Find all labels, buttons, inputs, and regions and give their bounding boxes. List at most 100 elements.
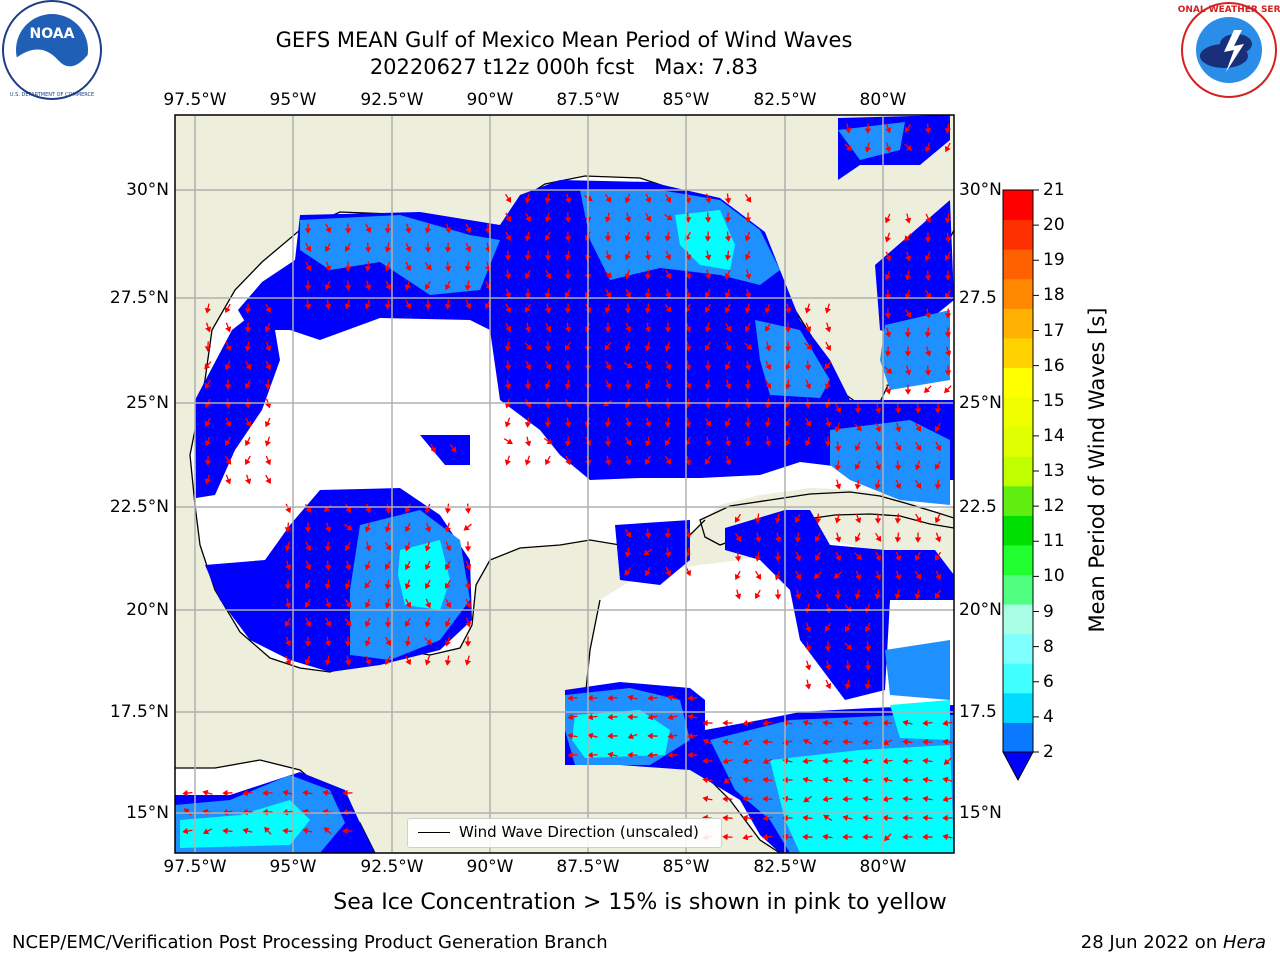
wave-direction-arrowhead — [723, 777, 730, 784]
wave-direction-arrowhead — [862, 757, 869, 765]
wave-direction-arrowhead — [687, 694, 693, 702]
wave-direction-arrowhead — [342, 827, 348, 835]
wave-direction-arrowhead — [895, 555, 902, 562]
wave-direction-arrowhead — [784, 383, 792, 390]
wave-direction-arrowhead — [922, 814, 928, 822]
wave-direction-arrowhead — [424, 304, 432, 310]
wave-direction-arrowhead — [404, 640, 412, 647]
wave-direction-arrowhead — [724, 255, 732, 261]
lat-tick-left: 22.5°N — [109, 497, 169, 517]
wave-direction-arrowhead — [742, 776, 749, 784]
wave-direction-arrowhead — [564, 236, 572, 242]
wave-direction-arrowhead — [524, 197, 532, 204]
lon-tick-top: 95°W — [269, 90, 317, 110]
lon-tick-top: 80°W — [859, 90, 907, 110]
wave-direction-arrowhead — [744, 235, 751, 242]
wave-direction-arrowhead — [804, 403, 812, 409]
wave-direction-arrowhead — [822, 795, 829, 803]
wave-direction-arrowhead — [444, 659, 452, 666]
wave-direction-arrowhead — [944, 370, 952, 376]
wave-direction-arrowhead — [665, 306, 672, 313]
wave-direction-arrowhead — [464, 508, 472, 514]
wave-direction-arrowhead — [424, 283, 431, 290]
wave-direction-arrowhead — [364, 582, 371, 589]
wave-direction-arrowhead — [864, 146, 872, 153]
wave-direction-arrowhead — [344, 583, 351, 590]
wave-direction-arrowhead — [183, 808, 190, 815]
wave-direction-arrowhead — [722, 719, 728, 727]
wave-direction-arrowhead — [525, 401, 532, 408]
wave-direction-arrowhead — [525, 344, 532, 351]
wave-direction-arrowhead — [762, 814, 769, 822]
wave-direction-arrowhead — [544, 255, 552, 261]
wave-direction-arrowhead — [935, 536, 942, 543]
wave-direction-arrowhead — [665, 292, 672, 299]
wave-direction-arrowhead — [244, 327, 252, 333]
wave-direction-arrowhead — [587, 751, 593, 759]
lon-tick-top: 82.5°W — [753, 90, 817, 110]
wave-direction-arrowhead — [587, 713, 594, 721]
wave-direction-arrowhead — [604, 216, 611, 223]
wave-direction-arrowhead — [304, 641, 312, 647]
wave-direction-arrowhead — [925, 292, 932, 299]
wave-direction-arrowhead — [643, 549, 650, 556]
wave-direction-arrowhead — [702, 719, 708, 727]
wave-direction-arrowhead — [814, 518, 822, 524]
lat-tick-right: 30°N — [959, 180, 1002, 200]
wave-direction-arrowhead — [625, 421, 632, 428]
colorbar-band — [1003, 367, 1033, 398]
wave-direction-arrowhead — [606, 271, 613, 278]
wave-direction-arrowhead — [324, 245, 331, 253]
wave-direction-arrowhead — [625, 439, 632, 446]
wave-direction-arrowhead — [587, 694, 593, 702]
wave-direction-arrowhead — [624, 197, 631, 204]
wave-direction-arrowhead — [627, 733, 634, 740]
wave-direction-arrowhead — [524, 422, 532, 428]
wave-direction-arrowhead — [384, 526, 392, 533]
wave-direction-arrowhead — [222, 789, 228, 797]
wave-direction-arrowhead — [424, 247, 432, 253]
wave-direction-arrowhead — [814, 554, 821, 562]
lon-tick-top: 90°W — [466, 90, 514, 110]
graticule — [175, 115, 954, 853]
wave-direction-arrowhead — [944, 313, 952, 319]
wave-direction-arrowhead — [604, 236, 612, 242]
wave-direction-arrowhead — [835, 555, 842, 562]
wave-direction-arrowhead — [544, 346, 552, 352]
wave-direction-arrowhead — [242, 789, 248, 797]
map-legend: Wind Wave Direction (unscaled) — [407, 818, 722, 848]
wave-direction-arrows — [182, 123, 953, 842]
colorbar-band — [1003, 544, 1033, 576]
wave-direction-arrowhead — [225, 326, 232, 333]
wave-direction-arrowhead — [424, 545, 431, 552]
wave-direction-arrowhead — [265, 345, 272, 352]
wave-direction-arrowhead — [264, 421, 271, 428]
wave-direction-arrowhead — [765, 325, 771, 332]
wave-direction-arrowhead — [564, 217, 572, 223]
wave-direction-arrowhead — [405, 302, 412, 310]
wave-direction-arrowhead — [285, 564, 292, 571]
wave-direction-arrowhead — [364, 640, 371, 647]
wave-direction-arrowhead — [364, 266, 372, 272]
wave-direction-arrowhead — [885, 146, 892, 153]
wave-direction-arrowhead — [722, 833, 728, 841]
wave-direction-arrowhead — [385, 544, 392, 551]
wave-direction-arrowhead — [824, 363, 831, 370]
wave-direction-arrowhead — [245, 363, 252, 370]
wave-direction-arrowhead — [323, 506, 330, 513]
wave-direction-arrowhead — [285, 640, 292, 647]
wave-direction-arrowhead — [564, 383, 572, 390]
wave-direction-arrowhead — [745, 196, 752, 203]
wave-direction-arrowhead — [784, 440, 791, 447]
wave-direction-arrowhead — [862, 833, 868, 841]
wave-direction-arrowhead — [784, 401, 791, 409]
colorbar-tick-label: 6 — [1043, 671, 1054, 692]
wave-direction-arrowhead — [704, 236, 712, 242]
wave-direction-arrowhead — [544, 307, 552, 314]
wave-direction-arrowhead — [405, 227, 412, 234]
wave-direction-arrowhead — [405, 620, 411, 627]
wave-direction-arrowhead — [624, 273, 631, 280]
wave-direction-arrowhead — [684, 459, 692, 466]
wave-direction-arrowhead — [464, 265, 472, 272]
wave-direction-arrowhead — [935, 574, 942, 581]
